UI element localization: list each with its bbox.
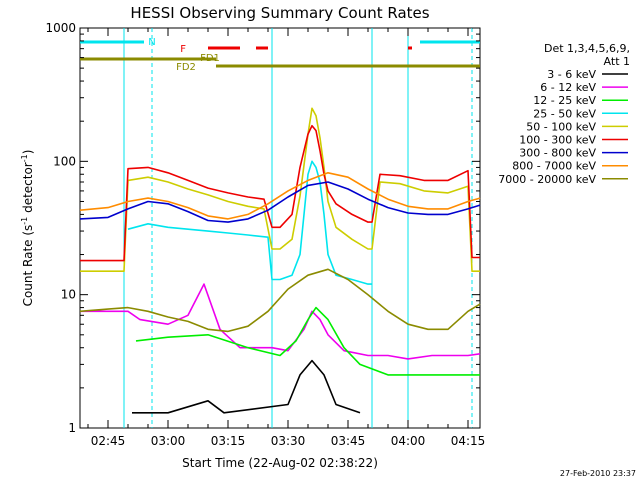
plot-frame xyxy=(79,27,481,429)
series-lines xyxy=(79,107,481,414)
chart-title: HESSI Observing Summary Count Rates xyxy=(130,4,429,22)
series-line xyxy=(80,107,480,272)
axis-ticks: 1 10 100 1000 02:45 03:00 03:15 03:30 03:45 04:00… xyxy=(45,21,485,448)
x-tick-label: 03:00 xyxy=(151,434,186,448)
legend-label: 50 - 100 keV xyxy=(526,120,596,133)
x-tick-label: 04:15 xyxy=(451,434,486,448)
y-tick-label: 1 xyxy=(68,421,76,435)
x-tick-label: 03:15 xyxy=(211,434,246,448)
legend-label: 800 - 7000 keV xyxy=(512,160,596,173)
legend-label: 3 - 6 keV xyxy=(547,68,596,81)
legend-title-line-1: Det 1,3,4,5,6,9, xyxy=(544,42,630,55)
legend-label: 6 - 12 keV xyxy=(540,81,596,94)
series-line xyxy=(135,306,480,376)
legend-label: 100 - 300 keV xyxy=(519,134,596,147)
sun-transition-lines xyxy=(123,28,473,428)
series-line xyxy=(80,283,481,360)
y-tick-label: 10 xyxy=(61,288,76,302)
x-tick-label: 03:30 xyxy=(271,434,306,448)
series-line xyxy=(127,160,372,285)
series-line xyxy=(79,268,481,333)
flag-label: FD2 xyxy=(176,62,196,73)
flag-label: N xyxy=(148,37,155,48)
x-tick-label: 02:45 xyxy=(91,434,126,448)
x-tick-label: 04:00 xyxy=(391,434,426,448)
series-line xyxy=(79,181,481,223)
series-line xyxy=(132,359,361,414)
flag-label: F xyxy=(180,44,186,55)
series-line xyxy=(79,172,481,220)
footer-timestamp: 27-Feb-2010 23:37 xyxy=(560,469,636,478)
x-axis-label: Start Time (22-Aug-02 02:38:22) xyxy=(182,456,378,470)
legend-label: 300 - 800 keV xyxy=(519,147,596,160)
legend-label: 25 - 50 keV xyxy=(533,107,596,120)
y-tick-label: 100 xyxy=(53,154,76,168)
legend-title-line-2: Att 1 xyxy=(604,55,630,68)
series-line xyxy=(80,124,480,262)
legend-label: 7000 - 20000 keV xyxy=(498,173,596,186)
x-tick-label: 03:45 xyxy=(331,434,366,448)
y-tick-label: 1000 xyxy=(45,21,76,35)
observing-flags: N F FD1 FD2 xyxy=(80,37,480,73)
legend-label: 12 - 25 keV xyxy=(533,94,596,107)
y-axis-label: Count Rate (s-1 detector-1) xyxy=(20,150,35,307)
flag-label: FD1 xyxy=(200,53,220,64)
